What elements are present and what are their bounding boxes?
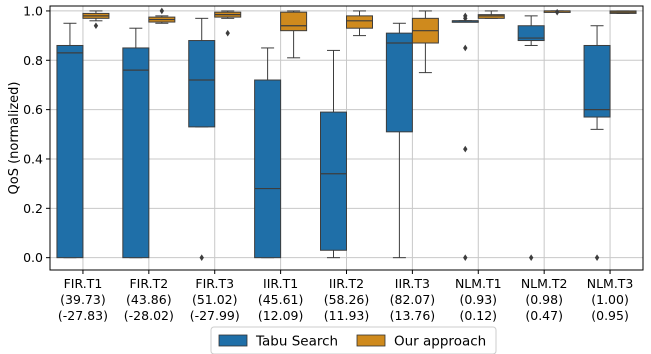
box-our-approach (346, 10, 373, 37)
box-tabu-search (56, 22, 84, 259)
x-tick-label: FIR.T1 (64, 276, 103, 291)
box-tabu-search (517, 15, 545, 261)
x-tick-label: (0.93) (459, 292, 497, 307)
outlier-point (199, 254, 204, 261)
box-body (517, 25, 545, 42)
y-tick-label: 0.6 (23, 102, 43, 117)
outlier-point (463, 12, 468, 20)
box-our-approach (543, 8, 571, 16)
box-body (122, 47, 150, 259)
y-tick-label: 0.8 (23, 53, 43, 68)
box-body (583, 44, 611, 118)
box-body (346, 15, 373, 29)
box-body (385, 32, 413, 133)
x-tick-label: (45.61) (258, 292, 304, 307)
outlier-point (93, 22, 99, 30)
box-tabu-search (583, 25, 611, 261)
x-tick-label: (0.47) (525, 308, 563, 323)
legend-swatch-our-approach (356, 334, 386, 347)
box-our-approach (477, 10, 505, 19)
x-tick-label: (43.86) (126, 292, 172, 307)
x-tick-label: IIR.T3 (395, 276, 430, 291)
box-body (188, 40, 216, 128)
x-tick-label: (-28.02) (124, 308, 174, 323)
x-tick-label: NLM.T2 (521, 276, 568, 291)
outlier-point (463, 145, 468, 153)
x-tick-label: FIR.T2 (129, 276, 168, 291)
legend-swatch-tabu-search (218, 334, 248, 347)
box-tabu-search (320, 49, 347, 259)
outlier-point (463, 254, 468, 261)
x-axis-ticks: FIR.T1(39.73)(-27.83) FIR.T2(43.86)(-28.0… (58, 270, 633, 323)
y-tick-label: 0.0 (23, 250, 43, 265)
legend-frame (210, 326, 497, 354)
box-plots (56, 7, 637, 261)
box-our-approach (280, 10, 308, 59)
x-tick-label: (51.02) (192, 292, 238, 307)
box-body (56, 44, 84, 259)
box-tabu-search (254, 47, 282, 259)
legend-label-our-approach: Our approach (394, 334, 486, 350)
outlier-point (528, 254, 534, 261)
legend-label-tabu-search: Tabu Search (255, 334, 338, 350)
x-tick-label: (-27.83) (58, 308, 108, 323)
outlier-point (554, 8, 560, 16)
x-tick-label: (0.98) (525, 292, 563, 307)
outlier-point (225, 29, 230, 37)
x-tick-label: (0.95) (591, 308, 629, 323)
box-tabu-search (122, 27, 150, 259)
y-axis-ticks: 0.0 0.2 0.4 0.6 0.8 1.0 (23, 3, 50, 265)
box-tabu-search (385, 22, 413, 259)
box-tabu-search (451, 12, 479, 261)
box-our-approach (411, 10, 439, 74)
box-our-approach (214, 10, 242, 37)
x-tick-label: NLM.T3 (587, 276, 634, 291)
x-tick-label: (1.00) (591, 292, 629, 307)
outlier-point (159, 7, 165, 15)
outlier-point (463, 44, 468, 52)
box-body (320, 111, 347, 251)
x-tick-label: (-27.99) (190, 308, 240, 323)
box-our-approach (82, 10, 110, 30)
y-tick-label: 0.4 (23, 151, 43, 166)
outlier-point (594, 254, 600, 261)
x-tick-label: NLM.T1 (455, 276, 502, 291)
box-our-approach (609, 10, 637, 14)
x-tick-label: (0.12) (459, 308, 497, 323)
box-our-approach (148, 7, 176, 24)
x-tick-label: FIR.T3 (195, 276, 234, 291)
y-axis-label: QoS (normalized) (7, 82, 22, 195)
box-body (280, 11, 308, 32)
x-tick-label: (82.07) (390, 292, 436, 307)
box-tabu-search (188, 17, 216, 261)
legend: Tabu Search Our approach (210, 326, 497, 354)
x-tick-label: IIR.T1 (263, 276, 298, 291)
x-tick-label: IIR.T2 (329, 276, 364, 291)
box-body (477, 14, 505, 19)
x-tick-label: (12.09) (258, 308, 304, 323)
y-tick-label: 0.2 (23, 201, 43, 216)
x-tick-label: (58.26) (324, 292, 370, 307)
x-tick-label: (11.93) (324, 308, 370, 323)
y-tick-label: 1.0 (23, 3, 43, 18)
box-body (254, 79, 282, 259)
x-tick-label: (39.73) (60, 292, 106, 307)
x-tick-label: (13.76) (390, 308, 436, 323)
